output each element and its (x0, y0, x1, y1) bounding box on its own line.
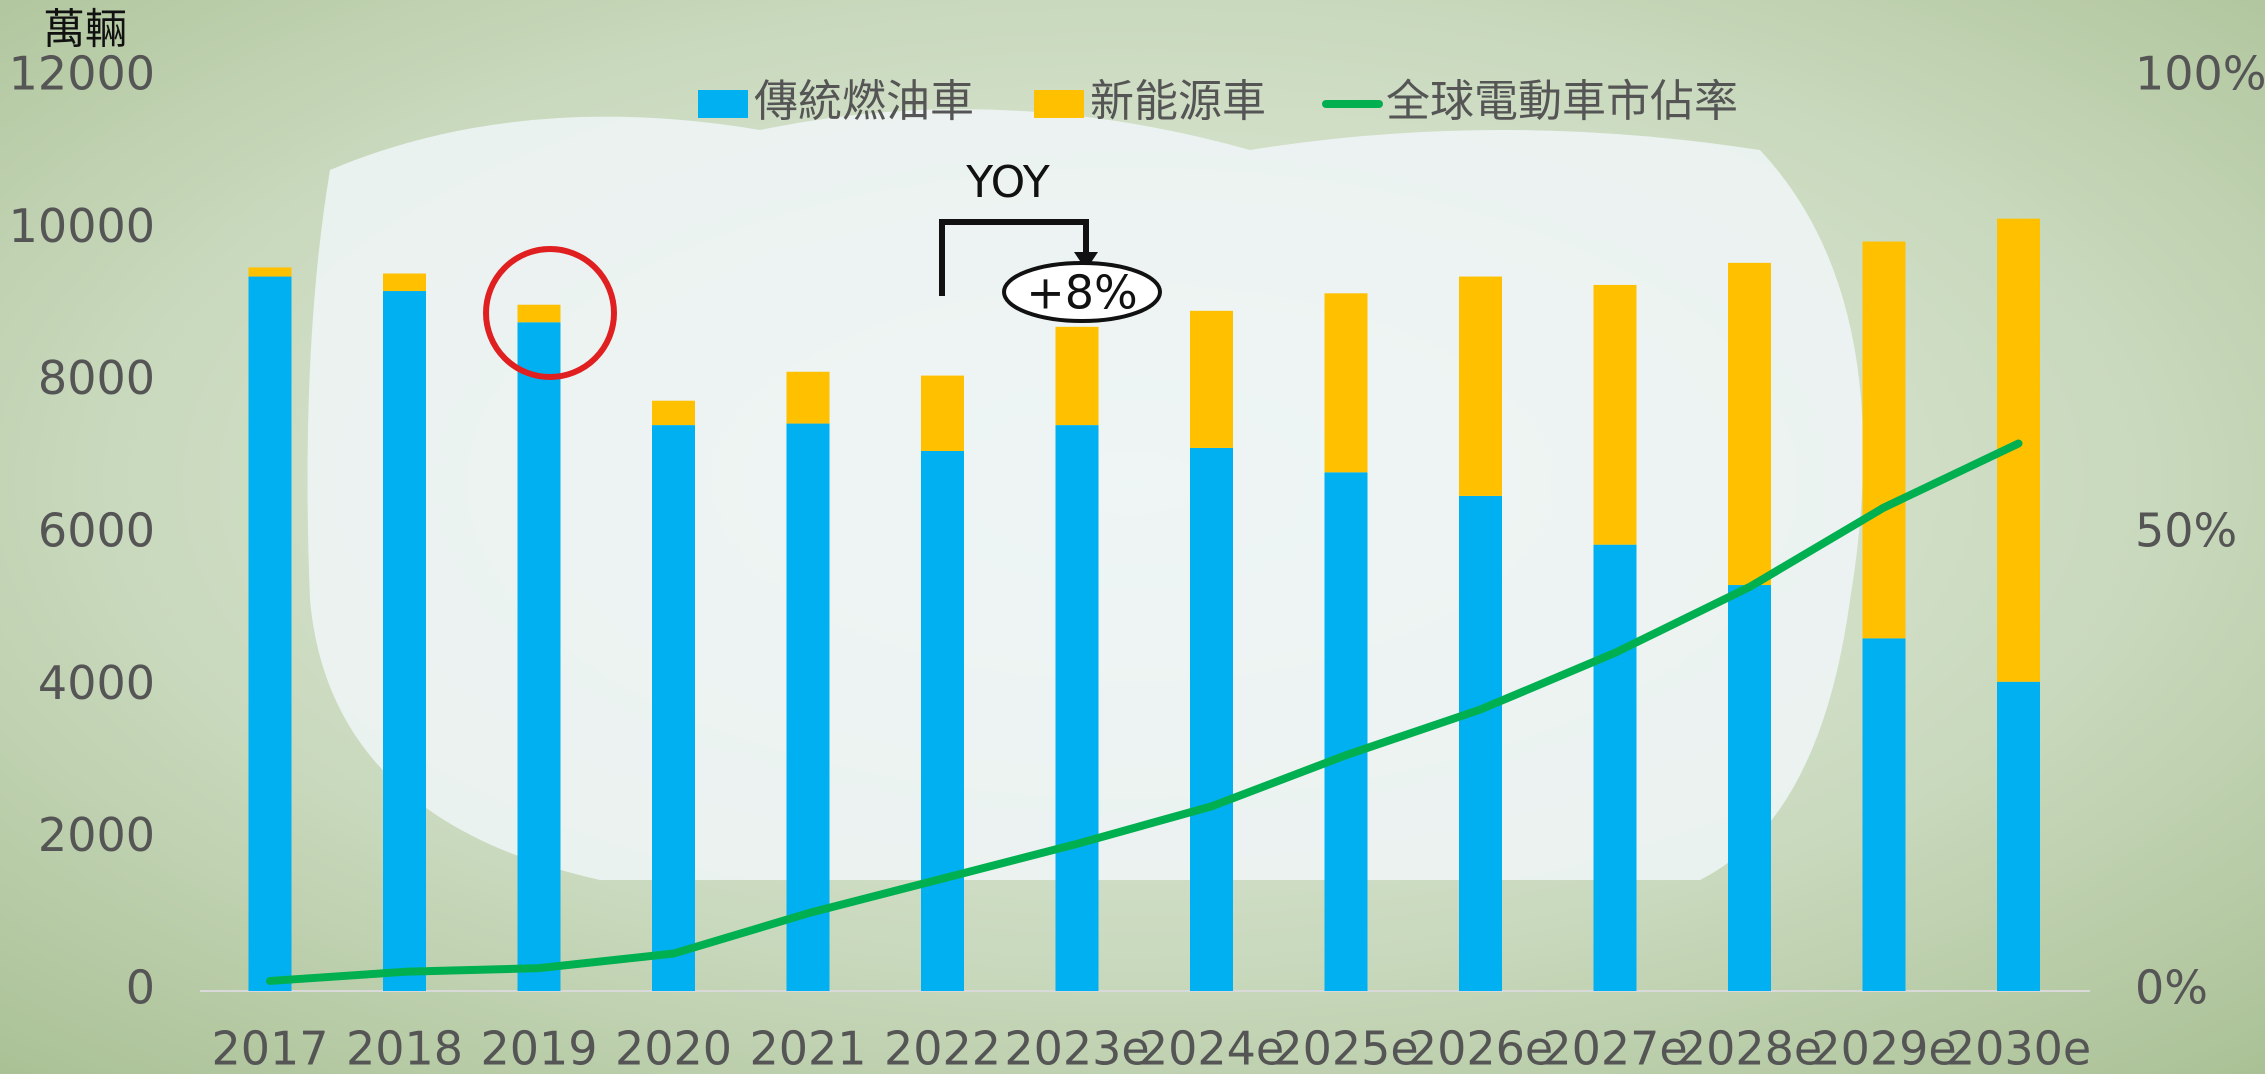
x-tick-label: 2020 (615, 1022, 732, 1074)
x-tick-label: 2030e (1946, 1022, 2091, 1074)
legend-marker (1034, 90, 1084, 118)
plot: 0 2000 4000 6000 8000 10000 12000 0% 50% 100% 2017… (9, 47, 2265, 1074)
x-tick-label: 2028e (1677, 1022, 1822, 1074)
bar (248, 267, 292, 277)
x-tick-label: 2022 (884, 1022, 1001, 1074)
y-tick-label: 2000 (38, 808, 155, 862)
yoy-arrow (939, 219, 1089, 296)
x-tick-label: 2024e (1139, 1022, 1284, 1074)
y-tick-label: 8000 (38, 351, 155, 405)
legend-label: 傳統燃油車 (754, 76, 974, 127)
bar (1055, 425, 1099, 991)
bar (1593, 544, 1637, 991)
y2-tick-label: 100% (2135, 47, 2265, 101)
bar (652, 400, 695, 426)
y-unit-label: 萬輛 (43, 5, 127, 54)
y-tick-label: 6000 (38, 504, 155, 558)
y-tick-label: 4000 (38, 656, 155, 710)
y2-tick-label: 0% (2135, 961, 2208, 1015)
x-tick-label: 2025e (1273, 1022, 1418, 1074)
highlight-circle (483, 246, 617, 380)
y-tick-label: 10000 (9, 199, 155, 253)
bar (786, 371, 830, 424)
bar (921, 375, 964, 451)
x-tick-label: 2027e (1542, 1022, 1687, 1074)
legend-label: 新能源車 (1090, 76, 1266, 127)
bar (786, 423, 830, 991)
bar (921, 450, 964, 991)
bar (1459, 276, 1502, 496)
bar (1055, 326, 1099, 426)
bar (1593, 284, 1637, 545)
bar (652, 425, 695, 991)
x-tick-label: 2017 (211, 1022, 328, 1074)
y-tick-label: 12000 (9, 47, 155, 101)
bar (1190, 447, 1233, 992)
annotation: +8% (1026, 266, 1138, 320)
x-tick-label: 2019 (480, 1022, 597, 1074)
x-tick-label: 2018 (346, 1022, 463, 1074)
bar (1997, 681, 2040, 991)
y-tick-label: 0 (126, 961, 155, 1015)
annotation: YOY (965, 157, 1050, 208)
bar (1190, 310, 1233, 448)
x-tick-label: 2029e (1811, 1022, 1956, 1074)
bar (1862, 638, 1906, 991)
bar (1459, 495, 1502, 991)
x-tick-label: 2021 (749, 1022, 866, 1074)
y2-tick-label: 50% (2135, 504, 2237, 558)
bar (517, 304, 561, 323)
bar (383, 273, 426, 292)
arrow-head (1074, 252, 1098, 270)
legend-marker (698, 90, 748, 118)
bar (517, 322, 561, 991)
bar (1728, 585, 1771, 991)
bar (1862, 241, 1906, 639)
legend-label: 全球電動車市佔率 (1386, 76, 1738, 127)
x-tick-label: 2026e (1408, 1022, 1553, 1074)
annotation-ellipse (1002, 261, 1162, 323)
x-tick-label: 2023e (1004, 1022, 1149, 1074)
bar (1728, 262, 1771, 586)
line (266, 439, 2023, 985)
bar (1324, 293, 1368, 473)
bar (1324, 472, 1368, 991)
bar (383, 291, 426, 991)
bar (248, 276, 292, 992)
